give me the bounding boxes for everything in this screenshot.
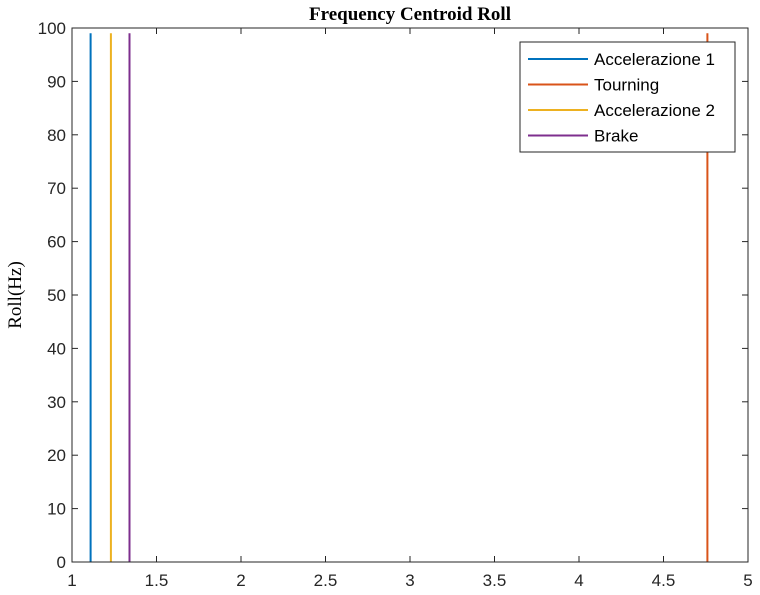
legend-label-3: Accelerazione 2 — [594, 101, 715, 120]
legend-label-2: Tourning — [594, 76, 659, 95]
y-tick-label: 60 — [47, 233, 66, 252]
y-tick-label: 80 — [47, 126, 66, 145]
chart-title: Frequency Centroid Roll — [309, 4, 511, 25]
y-tick-label: 70 — [47, 179, 66, 198]
legend-label-4: Brake — [594, 127, 638, 146]
y-tick-label: 30 — [47, 393, 66, 412]
legend-label-1: Accelerazione 1 — [594, 50, 715, 69]
x-tick-label: 3 — [405, 571, 414, 590]
x-tick-label: 1 — [67, 571, 76, 590]
legend: Accelerazione 1 Tourning Accelerazione 2 Br… — [519, 41, 736, 153]
y-tick-label: 100 — [38, 19, 66, 38]
y-tick-label: 0 — [57, 553, 66, 572]
x-tick-label: 4 — [574, 571, 583, 590]
y-tick-label: 20 — [47, 446, 66, 465]
x-tick-label: 2 — [236, 571, 245, 590]
y-tick-label: 40 — [47, 339, 66, 358]
y-tick-label: 90 — [47, 72, 66, 91]
x-tick-label: 1.5 — [145, 571, 169, 590]
y-tick-label: 10 — [47, 500, 66, 519]
legend-box — [519, 41, 736, 153]
x-tick-label: 4.5 — [652, 571, 676, 590]
x-tick-label: 3.5 — [483, 571, 507, 590]
x-tick-label: 5 — [743, 571, 752, 590]
y-axis-label: Roll(Hz) — [5, 261, 26, 329]
x-tick-label: 2.5 — [314, 571, 338, 590]
series-layer — [89, 33, 709, 562]
y-tick-label: 50 — [47, 286, 66, 305]
